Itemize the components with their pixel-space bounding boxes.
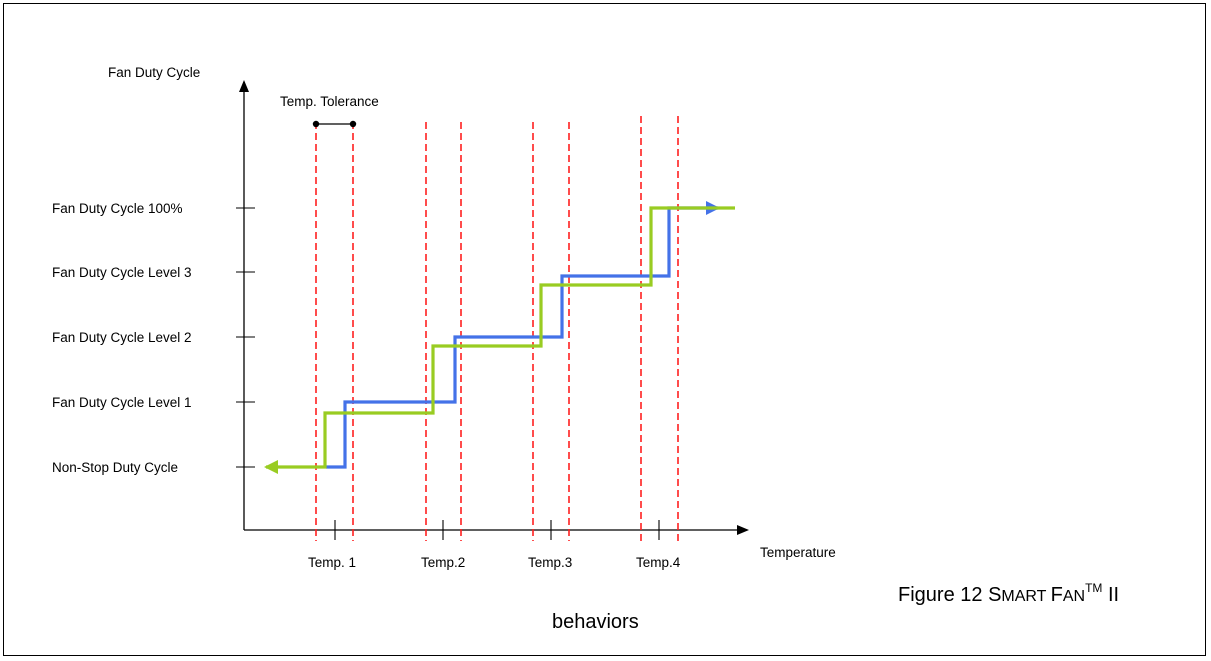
y-label-level1: Fan Duty Cycle Level 1: [52, 395, 192, 410]
tolerance-label: Temp. Tolerance: [280, 94, 379, 109]
caption-smart-s: S: [988, 584, 1001, 606]
y-label-level2: Fan Duty Cycle Level 2: [52, 330, 192, 345]
y-label-nonstop: Non-Stop Duty Cycle: [52, 460, 178, 475]
y-label-level3: Fan Duty Cycle Level 3: [52, 265, 192, 280]
falling-step-line: [264, 206, 735, 474]
x-label-temp4: Temp.4: [636, 555, 681, 570]
y-label-100: Fan Duty Cycle 100%: [52, 201, 183, 216]
tolerance-dot-left: [312, 120, 320, 128]
tolerance-lines: [315, 116, 679, 541]
figure-frame: [3, 3, 1206, 656]
rising-step-line: [326, 201, 720, 469]
x-label-temp2: Temp.2: [421, 555, 465, 570]
caption-roman: II: [1102, 584, 1119, 606]
x-label-temp1: Temp. 1: [308, 555, 356, 570]
caption-figure-number: Figure 12: [898, 584, 988, 606]
caption-trademark: TM: [1085, 581, 1102, 595]
y-axis-title: Fan Duty Cycle: [108, 65, 200, 80]
caption-fan-rest: AN: [1063, 588, 1085, 605]
caption-smart-rest: MART: [1001, 588, 1050, 605]
figure-caption-line2: behaviors: [552, 611, 639, 633]
x-label-temp3: Temp.3: [528, 555, 572, 570]
x-axis-title: Temperature: [760, 545, 836, 560]
tolerance-dot-right: [349, 120, 357, 128]
caption-fan-f: F: [1051, 584, 1063, 606]
figure-caption: Figure 12 SMART FANTM II: [898, 581, 1119, 606]
